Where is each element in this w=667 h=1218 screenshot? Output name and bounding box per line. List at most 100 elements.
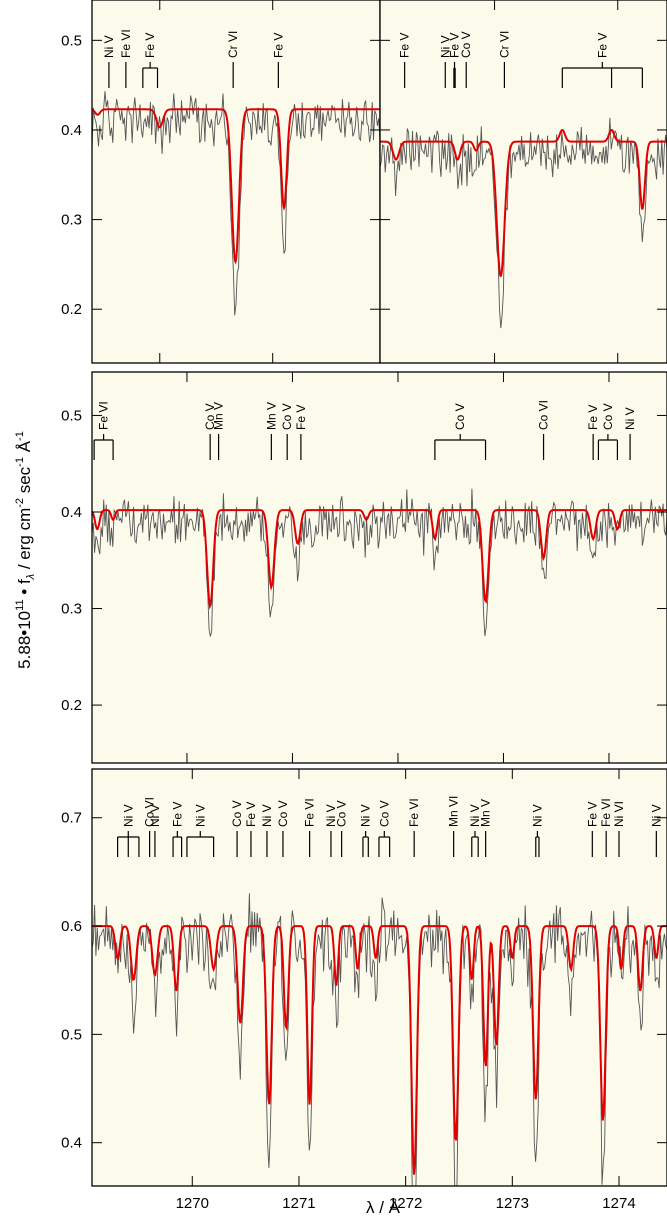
model-spectrum-line <box>380 128 667 278</box>
x-tick-label: 1271 <box>282 1195 315 1212</box>
line-id-label: Fe V <box>448 33 462 58</box>
model-spectrum-line <box>92 108 380 265</box>
line-id: Ni VI <box>612 801 626 857</box>
line-id: Co V <box>276 800 290 857</box>
line-id: Co V <box>597 403 619 460</box>
line-id-label: Co V <box>377 800 391 827</box>
line-id-label: Ni V <box>324 804 338 827</box>
line-id: Fe VI <box>93 401 114 460</box>
line-id: Fe V <box>142 33 159 88</box>
line-id: Co VI <box>537 400 551 460</box>
y-tick-label: 0.6 <box>61 918 82 935</box>
y-tick-label: 0.4 <box>61 504 82 521</box>
line-id: Fe VI <box>599 798 613 857</box>
line-id: Co VI <box>143 797 157 857</box>
line-id: Fe V <box>398 33 412 88</box>
observed-spectrum-line <box>92 488 667 637</box>
plot-area <box>92 372 667 763</box>
panel-frame <box>379 0 667 364</box>
line-id: Co V <box>280 403 294 460</box>
line-id-label: Ni V <box>260 804 274 827</box>
line-id: Co V <box>459 31 473 88</box>
line-id-label: Fe V <box>586 405 600 430</box>
y-tick-label: 0.5 <box>61 407 82 424</box>
line-id-label: Ni V <box>359 804 373 827</box>
line-id-label: Fe VI <box>119 29 133 58</box>
line-id-label: Ni V <box>102 35 116 58</box>
line-id: Fe VI <box>303 798 317 857</box>
line-id-label: Co VI <box>143 797 157 827</box>
model-spectrum-line <box>92 509 667 610</box>
line-id-label: Ni V <box>193 804 207 827</box>
x-tick-label: 1274 <box>602 1195 635 1212</box>
line-id-label: Co V <box>459 31 473 58</box>
line-id-label: Mn V <box>264 402 278 430</box>
line-id: Fe V <box>244 802 258 857</box>
line-id: Fe V <box>170 802 184 857</box>
line-id-label: Fe V <box>244 802 258 827</box>
y-tick-label: 0.7 <box>61 810 82 827</box>
line-id-label: Cr VI <box>226 31 240 58</box>
line-id-label: Ni V <box>623 407 637 430</box>
observed-spectrum-line <box>92 893 667 1186</box>
y-tick-label: 0.5 <box>61 32 82 49</box>
plot-area <box>380 0 667 363</box>
line-id: Ni V <box>623 407 637 460</box>
line-id-label: Fe V <box>585 802 599 827</box>
y-tick-label: 0.2 <box>61 301 82 318</box>
line-id: Fe V <box>586 405 600 460</box>
y-tick-label: 0.3 <box>61 212 82 229</box>
line-id-label: Ni VI <box>612 801 626 827</box>
x-tick-label: 1272 <box>389 1195 422 1212</box>
line-id-label: Co V <box>230 800 244 827</box>
line-id: Ni V <box>468 804 482 857</box>
line-id-label: Mn V <box>212 402 226 430</box>
y-tick-label: 0.4 <box>61 1135 82 1152</box>
line-id-label: Fe V <box>398 33 412 58</box>
line-id: Ni V <box>148 804 162 857</box>
x-tick-label: 1273 <box>496 1195 529 1212</box>
line-id: Ni V <box>359 804 373 857</box>
x-tick-label: 1270 <box>176 1195 209 1212</box>
line-id-label: Co V <box>453 403 467 430</box>
line-id-label: Ni V <box>438 35 452 58</box>
line-id: Fe V <box>294 405 308 460</box>
line-id: Cr VI <box>226 31 240 88</box>
line-id-label: Fe V <box>170 802 184 827</box>
line-id: Ni V <box>186 804 215 857</box>
line-id-label: Co V <box>203 403 217 430</box>
line-id: Cr VI <box>497 31 511 88</box>
line-id-label: Ni V <box>468 804 482 827</box>
line-id: Co V <box>335 800 349 857</box>
line-id: Ni V <box>102 35 116 88</box>
line-id: Ni V <box>324 804 338 857</box>
line-id: Mn V <box>212 402 226 460</box>
line-id: Co V <box>230 800 244 857</box>
line-id: Fe V <box>271 33 285 88</box>
observed-spectrum-line <box>92 91 380 316</box>
model-spectrum-line <box>92 925 667 1175</box>
panel-frame <box>91 768 667 1187</box>
y-tick-label: 0.4 <box>61 122 82 139</box>
line-id-label: Co V <box>601 403 615 430</box>
y-tick-label: 0.3 <box>61 601 82 618</box>
line-id-label: Co V <box>276 800 290 827</box>
panel-middle: 142414251426142714280.20.30.40.5Fe VICo … <box>61 371 667 789</box>
line-id-label: Fe V <box>143 33 157 58</box>
line-id-label: Fe VI <box>97 401 111 430</box>
line-id: Co V <box>203 403 217 460</box>
line-id-label: Co V <box>280 403 294 430</box>
y-axis-title: 5.88•1011 • fλ / erg cm-2 sec-1 Å-1 <box>14 431 37 669</box>
line-id-label: Mn VI <box>447 796 461 827</box>
x-axis-title: λ / Å <box>366 1198 401 1217</box>
line-id-label: Mn V <box>479 799 493 827</box>
line-id-label: Ni V <box>148 804 162 827</box>
line-id: Mn V <box>479 799 493 857</box>
line-id: Co V <box>434 403 487 460</box>
line-id-label: Co V <box>335 800 349 827</box>
line-id-label: Fe V <box>595 33 609 58</box>
